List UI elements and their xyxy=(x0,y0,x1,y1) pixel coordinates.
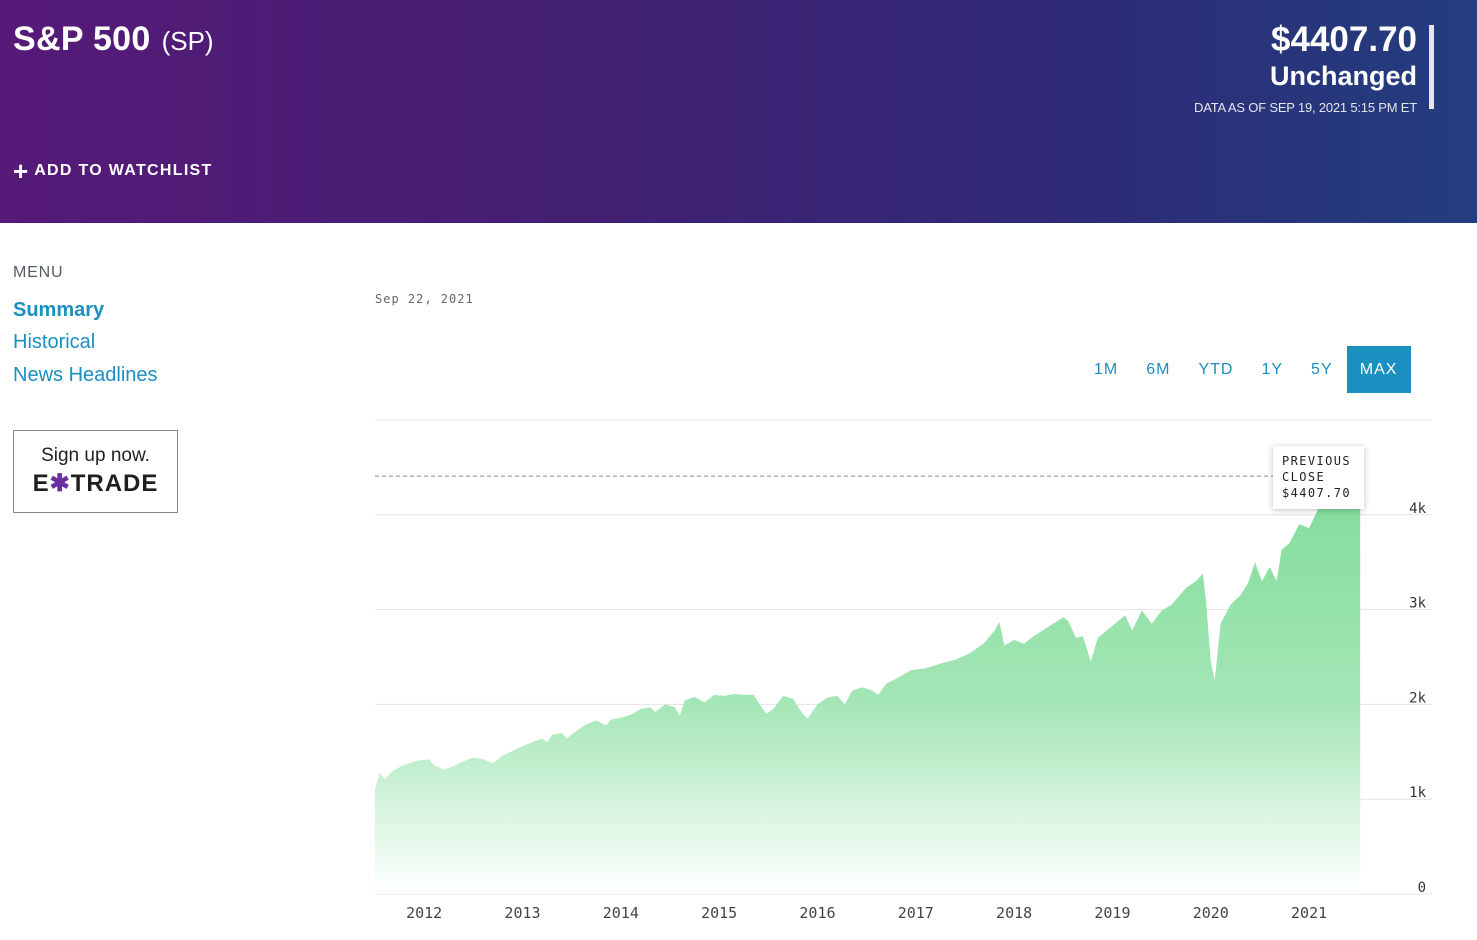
tooltip-value: $4407.70 xyxy=(1282,486,1351,500)
y-tick-label: 4k xyxy=(1409,501,1426,517)
range-selector: 1M 6M YTD 1Y 5Y MAX xyxy=(1080,346,1411,393)
range-6m-button[interactable]: 6M xyxy=(1146,360,1171,378)
x-tick-label: 2012 xyxy=(406,904,442,922)
y-tick-label: 0 xyxy=(1418,880,1426,896)
quote-block: $4407.70 Unchanged DATA AS OF SEP 19, 20… xyxy=(1194,20,1417,115)
x-tick-label: 2020 xyxy=(1193,904,1229,922)
x-tick-label: 2014 xyxy=(603,904,639,922)
x-tick-label: 2017 xyxy=(898,904,934,922)
x-tick-label: 2021 xyxy=(1291,904,1327,922)
range-max-button[interactable]: MAX xyxy=(1346,346,1411,393)
last-price: $4407.70 xyxy=(1271,20,1417,59)
quote-header: S&P 500 (SP) $4407.70 Unchanged DATA AS … xyxy=(0,0,1477,223)
range-1m-button[interactable]: 1M xyxy=(1094,360,1119,378)
menu-item-summary[interactable]: Summary xyxy=(13,299,105,321)
price-area-series xyxy=(375,469,1361,894)
etrade-ad[interactable]: Sign up now. E✱TRADE xyxy=(13,430,178,513)
range-ytd-button[interactable]: YTD xyxy=(1198,360,1234,378)
add-to-watchlist-button[interactable]: + ADD TO WATCHLIST xyxy=(13,156,213,186)
previous-close-tooltip: PREVIOUS CLOSE $4407.70 xyxy=(1273,446,1364,509)
menu-item-historical[interactable]: Historical xyxy=(13,331,96,353)
index-ticker: (SP) xyxy=(161,26,214,56)
data-as-of: DATA AS OF SEP 19, 2021 5:15 PM ET xyxy=(1194,100,1417,115)
menu-item-news-headlines[interactable]: News Headlines xyxy=(13,364,158,386)
y-tick-label: 2k xyxy=(1409,690,1426,706)
tooltip-line-1: PREVIOUS xyxy=(1282,454,1351,468)
x-tick-label: 2015 xyxy=(701,904,737,922)
add-to-watchlist-label: ADD TO WATCHLIST xyxy=(34,162,213,179)
range-1y-button[interactable]: 1Y xyxy=(1261,360,1284,378)
range-5y-button[interactable]: 5Y xyxy=(1311,360,1333,378)
index-title: S&P 500 xyxy=(13,20,151,58)
x-tick-label: 2019 xyxy=(1094,904,1130,922)
tooltip-line-2: CLOSE xyxy=(1282,470,1326,484)
x-tick-label: 2016 xyxy=(799,904,835,922)
quote-divider xyxy=(1429,25,1434,109)
y-tick-label: 3k xyxy=(1409,596,1426,612)
etrade-logo: E✱TRADE xyxy=(32,470,159,497)
plus-icon: + xyxy=(13,156,29,186)
x-tick-label: 2013 xyxy=(504,904,540,922)
ad-tagline: Sign up now. xyxy=(41,445,150,466)
title-block: S&P 500 (SP) xyxy=(13,20,214,59)
chart-date: Sep 22, 2021 xyxy=(375,292,474,306)
x-tick-label: 2018 xyxy=(996,904,1032,922)
y-tick-label: 1k xyxy=(1409,785,1426,801)
menu-heading: MENU xyxy=(13,264,64,281)
price-change: Unchanged xyxy=(1269,61,1417,91)
